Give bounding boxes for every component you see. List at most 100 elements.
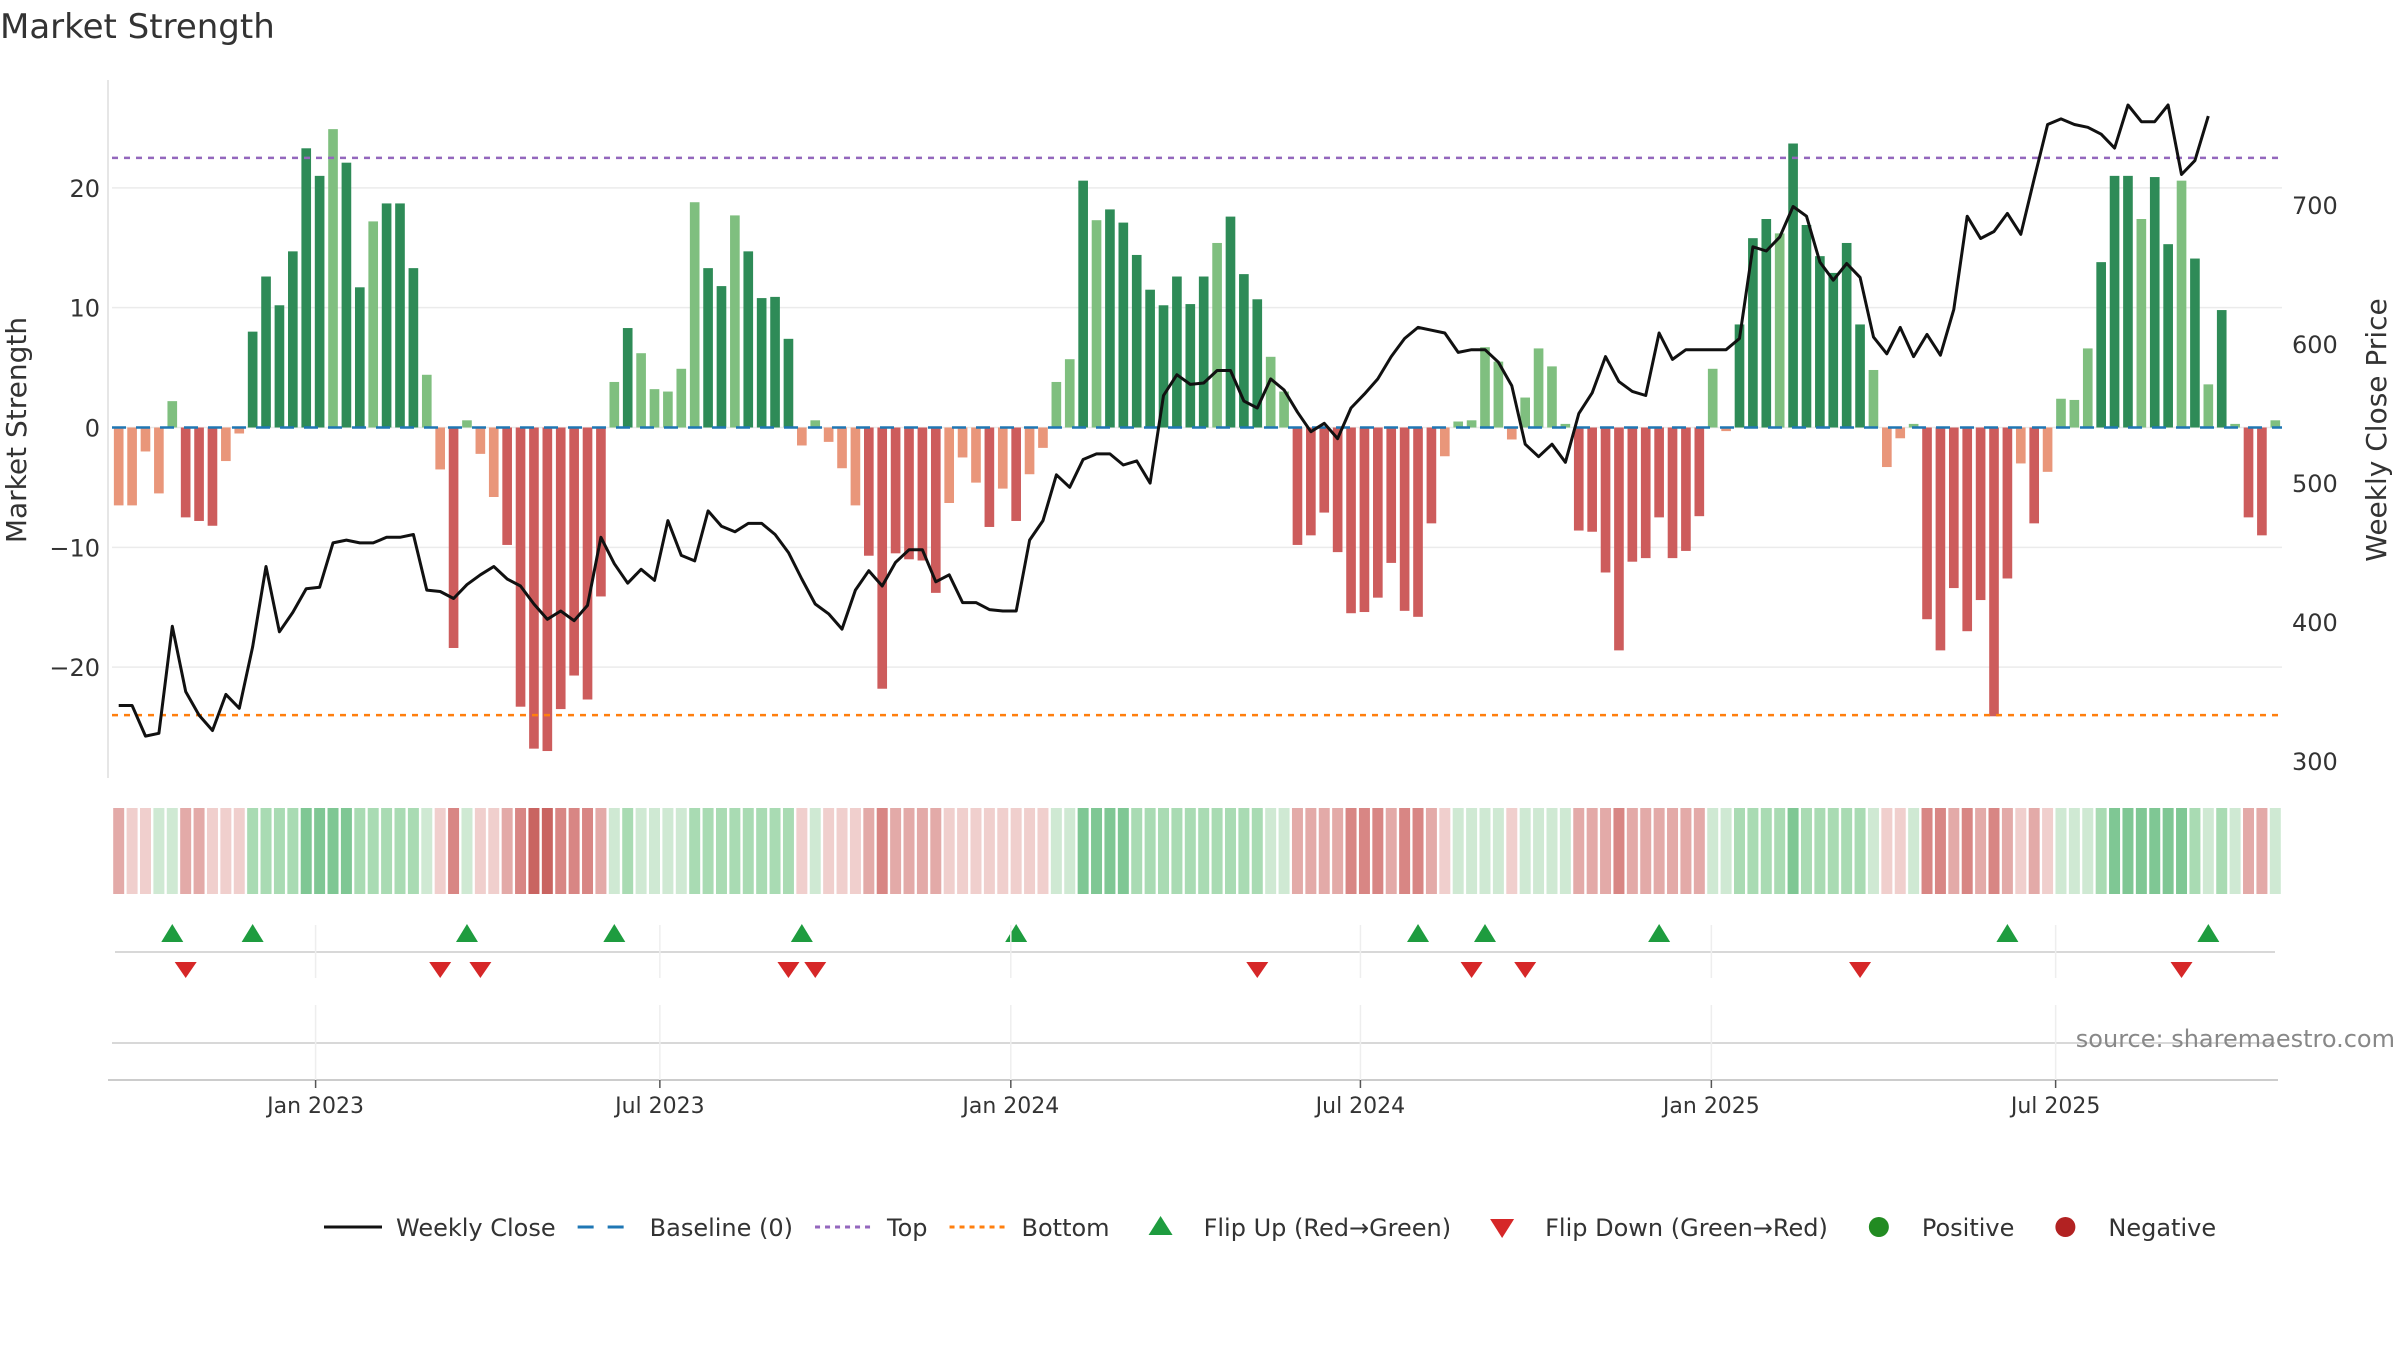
heat-cell [314,808,326,894]
heat-cell [206,808,218,894]
strength-bar [743,251,754,428]
heat-cell [153,808,165,894]
strength-bar [1279,391,1289,428]
heat-cell [193,808,205,894]
right-tick-label: 700 [2292,192,2338,220]
strength-bar [716,286,727,428]
heat-cell [649,808,660,894]
heat-cell [2135,808,2147,894]
strength-bar [1225,216,1236,428]
strength-bar [850,427,861,506]
strength-bar [448,427,459,648]
strength-bar [1346,427,1356,614]
strength-bar [1051,381,1062,428]
flip-up-marker [1473,924,1496,942]
legend-item: Baseline (0) [577,1214,793,1242]
strength-bar [1158,305,1169,428]
strength-bar [529,427,539,749]
heat-cell [1894,808,1906,894]
strength-bar [207,427,218,526]
heat-cell [1613,808,1625,894]
heat-cell [849,808,861,894]
flip-markers [115,924,2275,978]
x-tick-label: Jul 2025 [2009,1094,2101,1119]
strength-bar [2056,398,2066,428]
right-tick-label: 400 [2292,609,2338,637]
heat-cell [2109,808,2121,894]
heat-cell [1131,808,1143,894]
strength-bar [1118,222,1129,428]
x-tick-label: Jan 2024 [960,1094,1059,1119]
chart-title: Market Strength [0,7,275,47]
heat-cell [1224,808,1236,894]
strength-bar [1587,427,1597,532]
strength-bar [1962,427,1973,632]
heat-cell [2202,808,2214,894]
legend-flip-down-icon [1490,1219,1515,1238]
flip-down-marker [1246,962,1269,978]
reference-lines [112,156,2282,717]
weekly-close-line [118,103,2210,738]
strength-bar [1105,209,1115,428]
heat-cell [1546,808,1558,894]
strength-bar [2136,219,2147,428]
flip-down-marker [2170,962,2193,978]
strength-bar [1239,274,1249,428]
strength-bar [167,401,178,428]
heat-cell [1975,808,1987,894]
strength-bar [1399,427,1410,611]
strength-bar [1024,427,1035,475]
strength-bar [154,427,164,494]
strength-bar [1975,427,1986,601]
strength-bar [1426,427,1437,524]
strength-bar [609,381,620,428]
strength-bar [1614,427,1624,651]
heat-cell [1479,808,1491,894]
heat-cell [1533,808,1545,894]
heat-cell [1171,808,1183,894]
strength-bar [596,427,606,597]
heat-cell [1265,808,1277,894]
heat-cell [1921,808,1933,894]
strength-bar [582,427,593,700]
heat-cell [997,808,1009,894]
heat-cell [957,808,969,894]
strength-bar [2243,427,2254,518]
strength-bar [1640,427,1651,559]
heat-cell [1305,808,1317,894]
legend-label: Weekly Close [396,1214,556,1242]
strength-bar [2015,427,2026,464]
strength-bar [1252,299,1263,428]
strength-bar [274,305,285,428]
x-tick-label: Jan 2023 [265,1094,364,1119]
heat-cell [139,808,151,894]
strength-bar [368,221,379,428]
flip-down-marker [777,962,800,978]
strength-bar [1386,427,1397,563]
heat-cell [1144,808,1156,894]
heat-cell [702,808,714,894]
heat-cell [220,808,232,894]
heat-cell [1399,808,1411,894]
heat-cell [782,808,794,894]
heat-cell [1854,808,1866,894]
strength-bar [381,203,392,428]
heat-cell [2176,808,2188,894]
strength-bar [569,427,579,676]
strength-bar [2042,427,2053,472]
strength-bar [221,427,231,462]
heat-cell [407,808,419,894]
strength-bar [1413,427,1423,617]
heat-cell [2068,808,2080,894]
heat-cell [1934,808,1946,894]
strength-bar [1520,397,1531,428]
strength-bar [1319,427,1330,513]
strength-bar [1908,423,1919,428]
strength-bar [1734,324,1745,428]
strength-bar [1172,276,1182,428]
strength-bar [756,298,767,428]
strength-bar [2270,420,2281,428]
strength-bar [622,328,633,428]
legend-label: Baseline (0) [650,1214,793,1242]
strength-bar [1841,242,1852,428]
